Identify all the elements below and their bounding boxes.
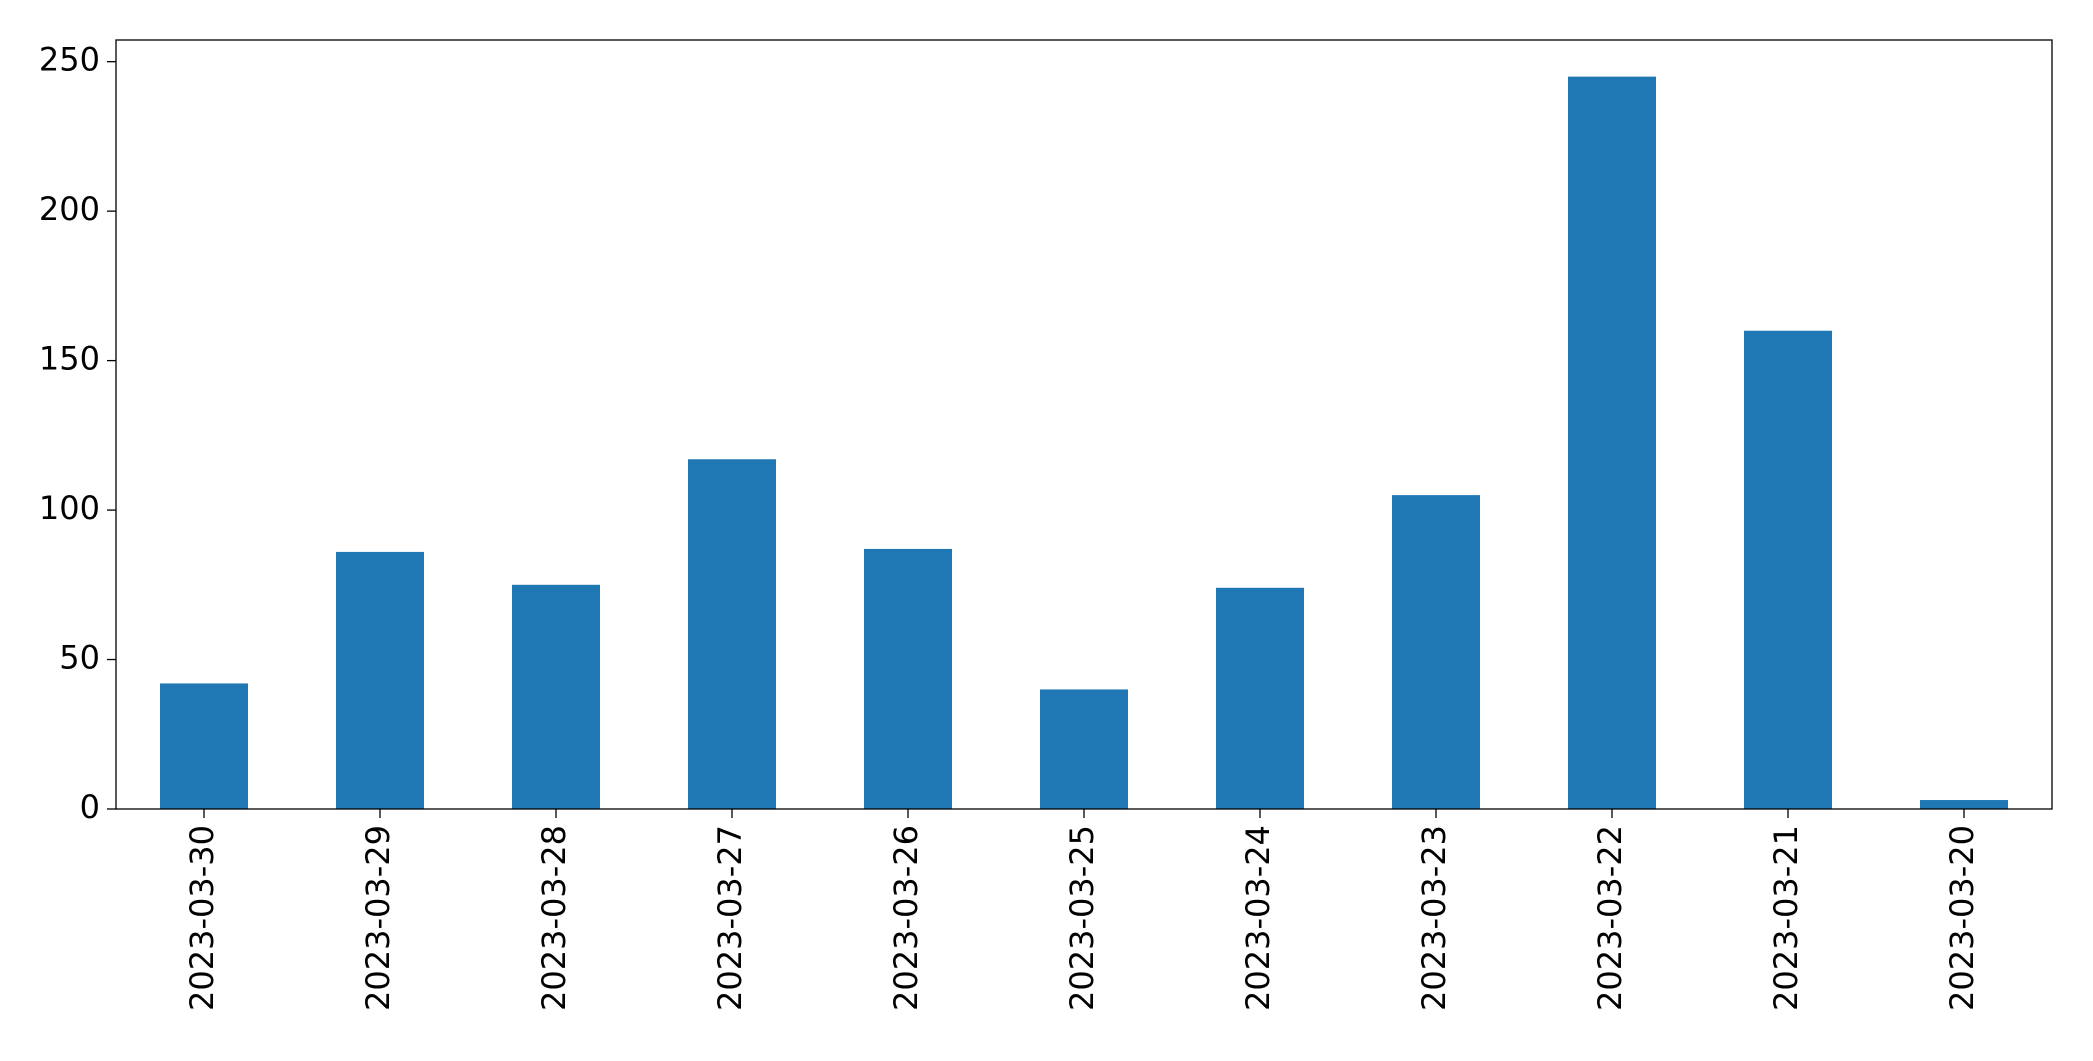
x-tick-label: 2023-03-28 [535, 825, 573, 1011]
bar [864, 548, 952, 809]
bar [1216, 587, 1304, 809]
x-tick-label: 2023-03-21 [1767, 825, 1805, 1011]
bar [1040, 689, 1128, 809]
bar [688, 459, 776, 809]
bar [1568, 76, 1656, 810]
x-tick-label: 2023-03-22 [1591, 825, 1629, 1011]
x-tick-label: 2023-03-25 [1063, 825, 1101, 1011]
bar [1744, 330, 1832, 809]
x-tick-label: 2023-03-29 [359, 825, 397, 1011]
y-tick-label: 200 [39, 190, 100, 228]
y-tick-label: 250 [39, 41, 100, 79]
x-tick-label: 2023-03-26 [887, 825, 925, 1011]
bar [336, 551, 424, 809]
bar [1920, 800, 2008, 809]
bar [1392, 495, 1480, 809]
bar [160, 683, 248, 809]
x-tick-label: 2023-03-27 [711, 825, 749, 1011]
x-tick-label: 2023-03-24 [1239, 825, 1277, 1011]
x-tick-label: 2023-03-20 [1943, 825, 1981, 1011]
plot-frame [115, 39, 2053, 810]
y-tick-label: 100 [39, 489, 100, 527]
bar [512, 584, 600, 809]
x-tick-label: 2023-03-30 [183, 825, 221, 1011]
y-tick-label: 0 [80, 788, 100, 826]
y-tick-label: 150 [39, 340, 100, 378]
y-tick-label: 50 [59, 639, 100, 677]
x-tick-label: 2023-03-23 [1415, 825, 1453, 1011]
